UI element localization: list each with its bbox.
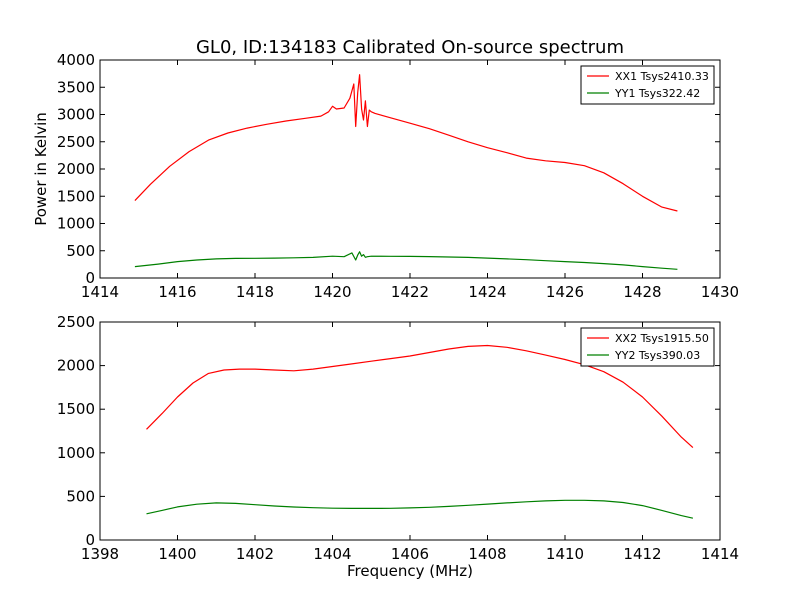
legend-label: YY1 Tsys322.42 <box>614 87 700 100</box>
x-tick-label: 1414 <box>81 283 119 301</box>
series-group <box>134 74 678 270</box>
legend: XX2 Tsys1915.50 YY2 Tsys390.03 <box>580 327 715 367</box>
legend: XX1 Tsys2410.33 YY1 Tsys322.42 <box>580 65 715 105</box>
legend-label: XX1 Tsys2410.33 <box>615 70 709 83</box>
plot-panel-2: 1398 1400 1402 1404 1406 1408 1410 1412 1414 0 500… <box>57 313 739 580</box>
series-line-2 <box>134 251 678 270</box>
y-tick-label: 2500 <box>57 133 95 151</box>
x-tick-label: 1426 <box>546 283 584 301</box>
y-tick-label: 4000 <box>57 51 95 69</box>
plot-panel-1: 1414 1416 1418 1420 1422 1424 1426 1428 1430 0 500… <box>32 51 739 301</box>
y-tick-label: 2000 <box>57 160 95 178</box>
y-axis-label: Power in Kelvin <box>32 112 50 226</box>
y-tick-label: 500 <box>66 242 95 260</box>
x-tick-label: 1416 <box>158 283 196 301</box>
x-tick-label: 1398 <box>81 545 119 563</box>
y-tick-label: 1000 <box>57 215 95 233</box>
x-tick-label: 1420 <box>313 283 351 301</box>
y-tick-label: 1500 <box>57 400 95 418</box>
series-line-1 <box>134 74 678 212</box>
series-line-2 <box>146 499 694 519</box>
x-tick-label: 1406 <box>391 545 429 563</box>
x-tick-label: 1404 <box>313 545 351 563</box>
x-tick-label: 1408 <box>468 545 506 563</box>
series-group <box>146 344 694 519</box>
y-tick-label: 1000 <box>57 444 95 462</box>
x-tick-label: 1422 <box>391 283 429 301</box>
x-axis-label: Frequency (MHz) <box>347 562 473 580</box>
y-tick-label: 2000 <box>57 357 95 375</box>
y-tick-label: 3000 <box>57 106 95 124</box>
panels: 1414 1416 1418 1420 1422 1424 1426 1428 1430 0 500… <box>32 51 739 580</box>
legend-box <box>580 327 715 367</box>
x-tick-label: 1418 <box>236 283 274 301</box>
x-tick-label: 1428 <box>623 283 661 301</box>
y-tick-label: 0 <box>85 531 95 549</box>
y-tick-label: 500 <box>66 487 95 505</box>
legend-label: XX2 Tsys1915.50 <box>615 332 709 345</box>
y-tick-label: 1500 <box>57 187 95 205</box>
x-tick-label: 1402 <box>236 545 274 563</box>
figure-title: GL0, ID:134183 Calibrated On-source spec… <box>196 37 624 58</box>
x-tick-label: 1430 <box>701 283 739 301</box>
y-tick-label: 2500 <box>57 313 95 331</box>
x-tick-label: 1410 <box>546 545 584 563</box>
x-tick-label: 1414 <box>701 545 739 563</box>
legend-label: YY2 Tsys390.03 <box>614 349 700 362</box>
x-tick-label: 1412 <box>623 545 661 563</box>
legend-box <box>580 65 715 105</box>
x-tick-label: 1400 <box>158 545 196 563</box>
y-tick-label: 3500 <box>57 78 95 96</box>
series-line-1 <box>146 344 694 449</box>
x-tick-label: 1424 <box>468 283 506 301</box>
y-tick-label: 0 <box>85 269 95 287</box>
